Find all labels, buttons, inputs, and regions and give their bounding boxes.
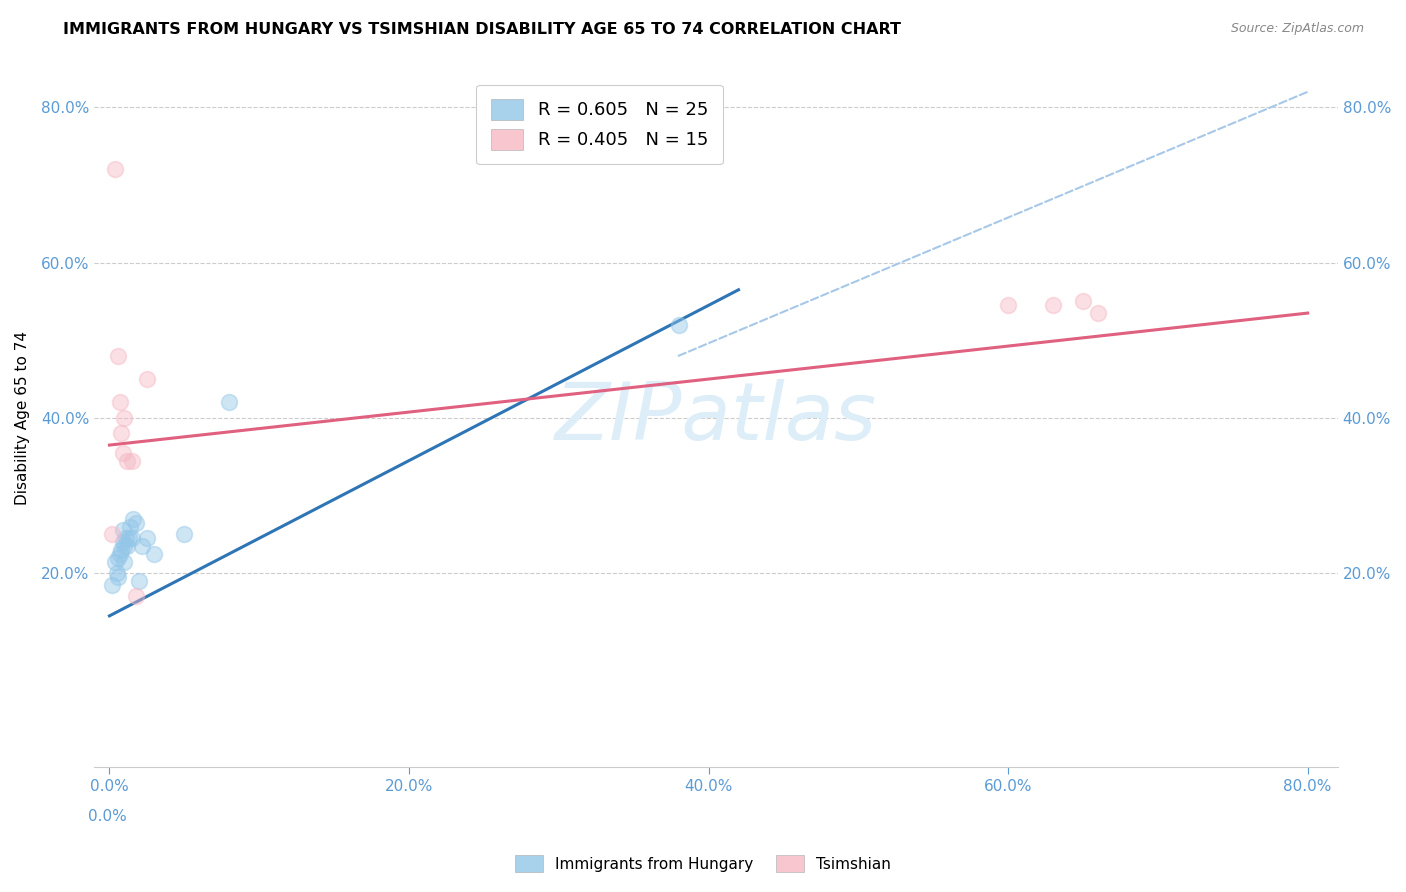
Point [143,547,166,561]
Point [122,512,145,526]
Text: 0.0%: 0.0% [89,809,127,824]
Point [108,547,131,561]
Y-axis label: Disability Age 65 to 74: Disability Age 65 to 74 [15,331,30,505]
Text: ZIPatlas: ZIPatlas [555,379,877,457]
Point [1042,298,1064,312]
Point [111,524,134,538]
Legend: R = 0.605   N = 25, R = 0.405   N = 15: R = 0.605 N = 25, R = 0.405 N = 15 [477,85,723,164]
Point [112,410,135,425]
Point [101,578,124,592]
Point [112,539,135,553]
Point [120,519,142,533]
Point [135,372,157,386]
Point [1087,306,1109,320]
Point [111,446,134,460]
Text: Source: ZipAtlas.com: Source: ZipAtlas.com [1230,22,1364,36]
Point [110,426,132,441]
Point [997,298,1019,312]
Point [107,550,129,565]
Point [118,531,141,545]
Point [110,542,132,557]
Point [115,531,138,545]
Point [101,527,124,541]
Point [218,395,240,409]
Point [135,531,157,545]
Point [104,555,127,569]
Point [131,539,153,553]
Point [668,318,690,332]
Point [112,555,135,569]
Point [121,453,143,467]
Point [125,516,148,530]
Point [107,570,129,584]
Point [128,574,150,588]
Point [117,539,139,553]
Point [108,395,131,409]
Point [173,527,195,541]
Point [117,453,139,467]
Point [125,590,148,604]
Point [1071,294,1094,309]
Point [111,535,134,549]
Point [104,162,127,177]
Point [105,566,128,581]
Text: IMMIGRANTS FROM HUNGARY VS TSIMSHIAN DISABILITY AGE 65 TO 74 CORRELATION CHART: IMMIGRANTS FROM HUNGARY VS TSIMSHIAN DIS… [63,22,901,37]
Point [121,531,143,545]
Point [107,349,129,363]
Legend: Immigrants from Hungary, Tsimshian: Immigrants from Hungary, Tsimshian [508,847,898,880]
